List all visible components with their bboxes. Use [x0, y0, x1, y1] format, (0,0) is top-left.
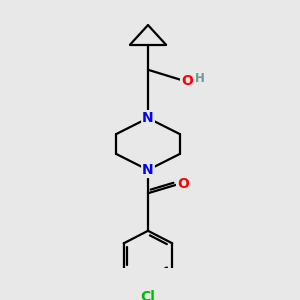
Text: Cl: Cl	[141, 290, 155, 300]
Text: O: O	[181, 74, 193, 88]
Text: H: H	[195, 72, 205, 85]
Text: O: O	[177, 177, 189, 191]
Text: N: N	[142, 111, 154, 125]
Text: N: N	[142, 163, 154, 177]
